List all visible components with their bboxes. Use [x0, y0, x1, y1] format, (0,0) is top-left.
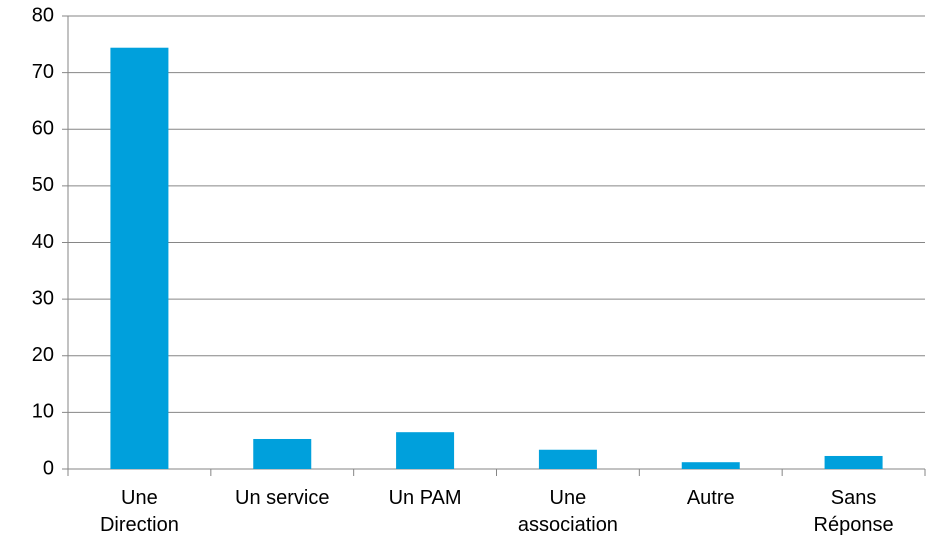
y-tick-label: 20 — [32, 344, 54, 366]
y-tick-label: 40 — [32, 231, 54, 253]
x-tick-label: Une association — [517, 487, 618, 536]
y-tick-label: 70 — [32, 61, 54, 83]
y-tick-label: 30 — [32, 287, 54, 309]
bar — [824, 455, 883, 469]
bar — [253, 438, 312, 469]
y-tick-label: 80 — [32, 4, 54, 26]
bar — [110, 47, 169, 470]
y-tick-label: 50 — [32, 174, 54, 196]
bar — [396, 432, 455, 469]
x-tick-label: Autre — [686, 487, 735, 509]
bar — [681, 462, 740, 469]
y-tick-label: 60 — [32, 118, 54, 140]
x-tick-label: Sans Réponse — [813, 487, 894, 536]
x-tick-label: Un PAM — [388, 487, 462, 509]
y-tick-label: 0 — [43, 457, 54, 479]
bar — [538, 449, 597, 469]
y-tick-label: 10 — [32, 401, 54, 423]
x-tick-label: Une Direction — [99, 487, 179, 536]
x-tick-label: Un service — [235, 487, 330, 509]
